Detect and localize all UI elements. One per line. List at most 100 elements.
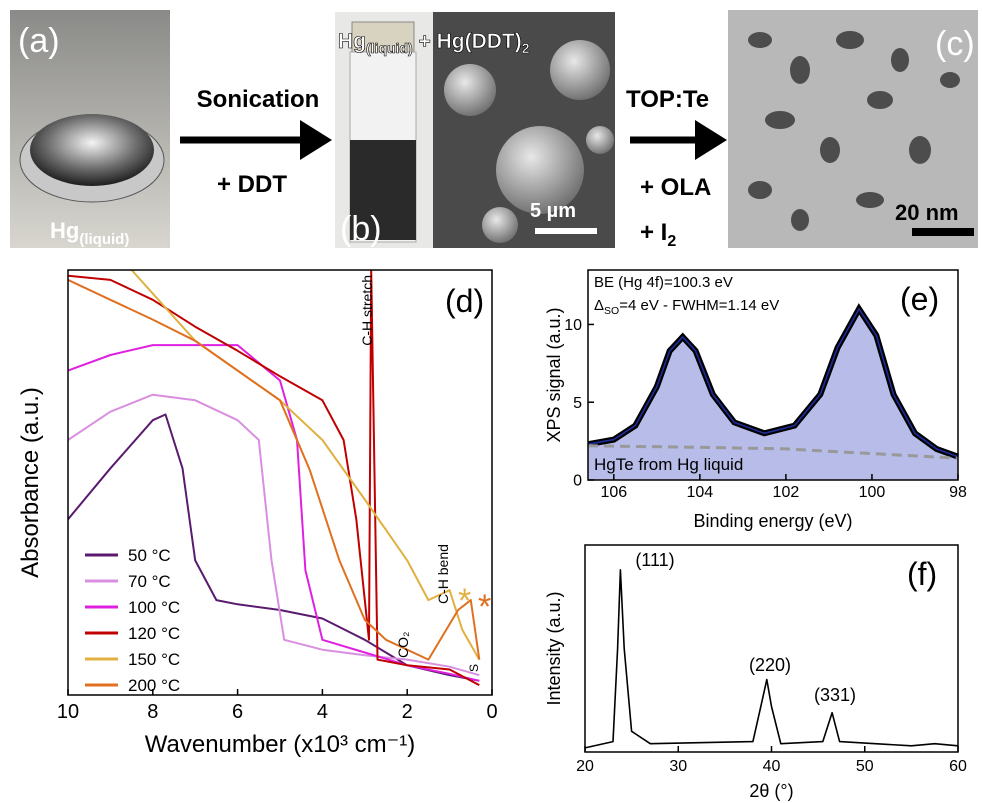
title-part: Hg	[338, 30, 366, 53]
x-tick-label: 50	[856, 758, 874, 775]
legend-label: 70 °C	[128, 572, 171, 591]
scale-bar-label: 20 nm	[895, 200, 959, 225]
legend-label: 50 °C	[128, 546, 171, 565]
x-axis-label: 2θ (°)	[749, 781, 793, 801]
y-tick-label: 5	[573, 395, 582, 412]
sphere	[586, 126, 614, 154]
step-label: + I2	[640, 219, 676, 250]
scale-bar-label: 5 µm	[530, 200, 576, 222]
x-axis-label: Wavenumber (x10³ cm⁻¹)	[145, 731, 416, 758]
annotation: S	[467, 664, 481, 672]
plot: 10 8 6 4 2 0 Wavenumber (x10³ cm⁻¹) Absorbance …	[17, 269, 498, 758]
annotation: *	[458, 582, 471, 620]
step-label: Sonication	[197, 86, 320, 113]
annotation: *	[478, 588, 491, 626]
legend-label: 150 °C	[128, 650, 180, 669]
annotation: C-H bend	[435, 544, 451, 604]
annotation: (220)	[749, 655, 791, 675]
title-part: + Hg(DDT)	[413, 30, 522, 53]
annotation: BE (Hg 4f)=100.3 eV	[594, 274, 733, 291]
series-group	[584, 569, 959, 749]
title-sub: 2	[522, 40, 530, 56]
plot-frame	[584, 544, 959, 753]
series-line	[587, 444, 959, 460]
x-tick-label: 4	[317, 701, 328, 723]
series-group	[68, 270, 481, 686]
series-line	[587, 308, 959, 458]
annotation: C-H stretch	[359, 275, 375, 346]
x-tick-label: 102	[773, 484, 800, 501]
series-line	[584, 569, 959, 749]
step-label-sub: 2	[667, 233, 676, 250]
annotation: ΔSO=4 eV - FWHM=1.14 eV	[594, 297, 779, 317]
x-tick-label: 104	[687, 484, 714, 501]
mercury-drop	[30, 114, 154, 186]
x-tick-label: 40	[763, 758, 781, 775]
x-tick-label: 0	[486, 701, 497, 723]
x-tick-label: 8	[147, 701, 158, 723]
annotation-part: SO	[604, 305, 619, 317]
plot: 106 104 102 100 98 0 5 10 Binding energy (eV) XPS…	[544, 269, 967, 531]
x-tick-label: 10	[57, 701, 79, 723]
series-line	[130, 270, 481, 661]
annotation: HgTe from Hg liquid	[594, 455, 743, 474]
caption: Hg(liquid)	[50, 218, 129, 248]
tem-image	[728, 10, 978, 248]
step-label-main: + I	[640, 219, 667, 246]
scale-bar	[912, 228, 974, 236]
x-tick-label: 30	[669, 758, 687, 775]
sphere	[482, 207, 518, 243]
scale-bar	[535, 228, 597, 234]
annotation: CO₂	[395, 632, 411, 658]
series-line	[68, 413, 480, 682]
x-tick-label: 60	[949, 758, 967, 775]
panel-label: (a)	[18, 22, 60, 60]
annotation-part: =4 eV - FWHM=1.14 eV	[619, 297, 779, 314]
sphere	[444, 64, 496, 116]
vial-cap	[351, 21, 415, 53]
y-tick-label: 10	[564, 317, 582, 334]
sphere	[496, 126, 584, 214]
x-tick-label: 6	[232, 701, 243, 723]
area-fill	[588, 308, 958, 480]
y-axis-label: XPS signal (a.u.)	[544, 307, 564, 442]
arrow-head	[300, 120, 332, 160]
x-tick-label: 100	[859, 484, 886, 501]
y-tick-label: 0	[573, 473, 582, 490]
plot-frame	[587, 269, 959, 481]
x-tick-label: 20	[576, 758, 594, 775]
vial-liquid	[350, 140, 416, 240]
panel-title: Hg(liquid) + Hg(DDT)2	[338, 30, 530, 56]
series-line	[68, 270, 480, 686]
x-tick-label: 2	[402, 701, 413, 723]
annotation: (331)	[814, 685, 856, 705]
sphere	[550, 40, 610, 100]
series-group	[587, 303, 960, 480]
y-axis-label: Absorbance (a.u.)	[17, 387, 44, 578]
panel-label: (e)	[900, 281, 939, 317]
legend-label: 120 °C	[128, 624, 180, 643]
nanocrystals	[748, 31, 960, 231]
plot-frame	[67, 269, 493, 696]
x-tick-label: 98	[949, 484, 967, 501]
panel-label: (b)	[340, 210, 382, 248]
step-label: + OLA	[640, 174, 711, 201]
caption-main: Hg	[50, 218, 79, 243]
annotation-part: Δ	[594, 297, 604, 314]
step-label: + DDT	[217, 171, 287, 198]
legend-label: 100 °C	[128, 598, 180, 617]
plot: 20 30 40 50 60 2θ (°) Intensity (a.u.) (f) (111)…	[544, 544, 967, 801]
arrow-head	[695, 120, 727, 160]
y-axis-label: Intensity (a.u.)	[544, 591, 564, 705]
x-tick-label: 106	[600, 484, 627, 501]
panel-label: (f)	[907, 556, 937, 592]
annotation: (111)	[635, 550, 674, 570]
title-sub: (liquid)	[366, 40, 413, 56]
panel-label: (d)	[445, 283, 484, 319]
caption-sub: (liquid)	[79, 231, 129, 248]
series-line	[68, 278, 481, 661]
x-axis-label: Binding energy (eV)	[693, 511, 852, 531]
series-line	[68, 393, 480, 677]
legend-label: 200 °C	[128, 676, 180, 695]
